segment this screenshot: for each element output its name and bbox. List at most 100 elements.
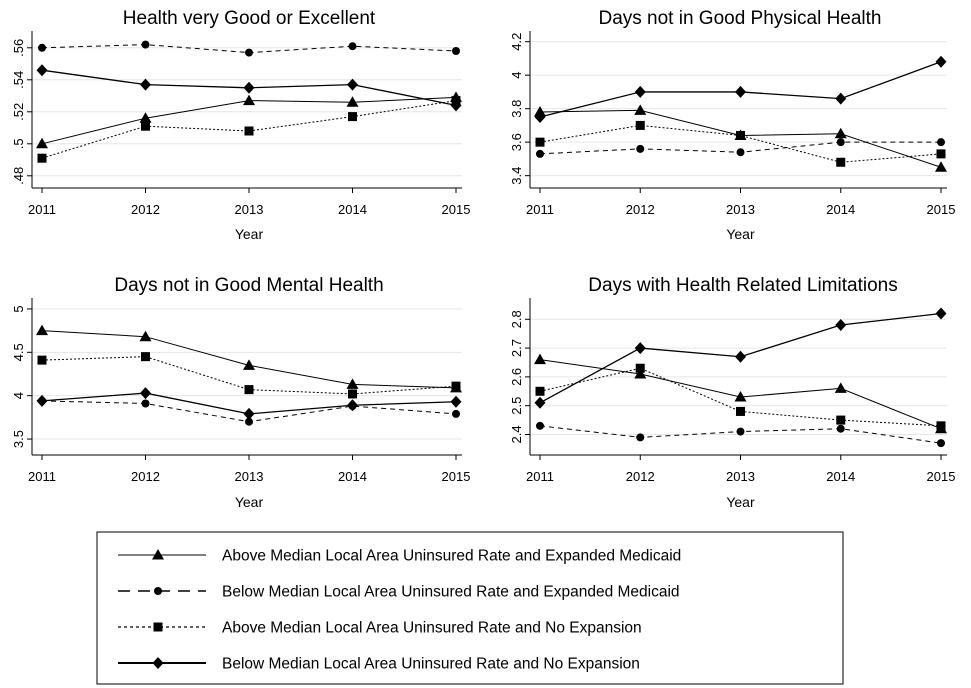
series-2-point	[636, 144, 645, 153]
y-tick-label: .52	[11, 103, 26, 121]
series-4-point	[534, 396, 546, 409]
series-3-point	[936, 149, 946, 159]
x-tick-label: 2012	[131, 469, 160, 484]
series-3-point	[37, 355, 47, 365]
series-3-point	[451, 381, 461, 391]
x-tick-label: 2014	[826, 202, 855, 217]
series-4-point	[36, 64, 48, 77]
series-3-point	[244, 385, 254, 395]
series-3-point	[348, 112, 357, 122]
series-2-point	[38, 43, 46, 52]
x-axis-label: Year	[235, 494, 264, 510]
series-3-point	[348, 389, 357, 399]
series-3-point	[535, 386, 545, 396]
y-tick-label: 2.5	[509, 397, 524, 415]
y-tick-label: 2.4	[509, 425, 524, 443]
y-tick-label: 5	[11, 305, 26, 312]
x-axis-label: Year	[235, 226, 264, 242]
series-4-point	[634, 342, 646, 355]
series-4-point	[534, 111, 546, 124]
series-4-point	[735, 350, 746, 363]
y-tick-label: .48	[11, 167, 26, 185]
series-1-point	[935, 161, 947, 172]
y-tick-label: 3.4	[509, 167, 524, 185]
x-tick-label: 2012	[131, 202, 160, 217]
y-tick-label: 2.8	[509, 310, 524, 328]
series-4-point	[935, 55, 947, 68]
series-2-point	[536, 421, 544, 430]
series-4-point	[450, 395, 462, 408]
series-1-point	[634, 368, 647, 379]
y-tick-label: .56	[11, 39, 26, 57]
series-2-point	[736, 148, 745, 157]
legend-label: Above Median Local Area Uninsured Rate a…	[222, 620, 642, 637]
series-4-point	[735, 85, 746, 98]
chart-panel-4: Days with Health Related Limitations 2.4 2…	[509, 275, 955, 510]
series-1-point	[243, 94, 255, 106]
series-1-point	[36, 137, 48, 149]
series-4-point	[347, 399, 358, 412]
x-tick-label: 2015	[927, 469, 956, 484]
x-tick-label: 2013	[235, 202, 264, 217]
panel-title: Days with Health Related Limitations	[588, 275, 897, 296]
legend-marker-diamond	[152, 657, 164, 669]
x-tick-label: 2013	[726, 202, 755, 217]
series-3-point	[836, 157, 846, 167]
x-tick-label: 2013	[726, 469, 755, 484]
series-3-point	[836, 415, 846, 425]
series-4-point	[243, 81, 255, 94]
x-tick-label: 2011	[526, 202, 554, 217]
series-4-point	[36, 394, 48, 407]
panel-title: Health very Good or Excellent	[123, 8, 376, 29]
x-axis-label: Year	[726, 494, 755, 510]
series-3-point	[141, 121, 150, 131]
series-4-point	[935, 307, 947, 320]
series-1-point	[834, 382, 847, 393]
panel-title: Days not in Good Mental Health	[114, 275, 383, 296]
y-tick-label: 3.8	[509, 100, 524, 118]
x-tick-label: 2011	[28, 469, 56, 484]
series-2-point	[937, 439, 945, 448]
panel-title: Days not in Good Physical Health	[598, 8, 881, 29]
legend-label: Below Median Local Area Uninsured Rate a…	[222, 656, 640, 673]
series-2-point	[245, 417, 253, 426]
series-line-3	[41, 100, 457, 159]
series-2-point	[348, 42, 357, 51]
series-2-point	[452, 409, 460, 418]
x-tick-label: 2014	[338, 469, 367, 484]
series-1-point	[139, 112, 152, 123]
series-1-point	[634, 104, 647, 115]
y-tick-label: 4.5	[11, 343, 26, 361]
y-tick-label: .5	[11, 138, 26, 149]
x-tick-label: 2012	[626, 202, 655, 217]
series-1-point	[534, 353, 546, 365]
series-4-point	[450, 99, 462, 112]
x-tick-label: 2014	[826, 469, 855, 484]
x-tick-label: 2011	[526, 469, 554, 484]
series-4-point	[140, 387, 151, 400]
series-1-point	[346, 96, 359, 107]
series-3-point	[141, 352, 150, 362]
series-4-point	[243, 407, 255, 420]
series-1-point	[346, 378, 359, 389]
x-tick-label: 2011	[28, 202, 56, 217]
x-tick-label: 2012	[626, 469, 655, 484]
series-2-point	[636, 433, 645, 442]
y-tick-label: .54	[11, 71, 26, 89]
chart-panel-2: Days not in Good Physical Health 3.4 3.6 3.…	[509, 8, 955, 242]
x-axis-label: Year	[726, 226, 755, 242]
legend-label: Above Median Local Area Uninsured Rate a…	[222, 548, 681, 565]
legend: Above Median Local Area Uninsured Rate a…	[96, 531, 844, 685]
series-3-point	[936, 421, 946, 431]
series-3-point	[736, 130, 745, 140]
series-3-point	[635, 120, 645, 130]
x-tick-label: 2014	[338, 202, 367, 217]
x-tick-label: 2013	[235, 469, 264, 484]
series-line-1	[41, 330, 457, 389]
chart-panel-1: Health very Good or Excellent .48 .5 .52 .54…	[11, 8, 470, 242]
y-tick-label: 4	[509, 72, 524, 79]
series-3-point	[635, 363, 645, 373]
legend-marker-triangle	[152, 549, 164, 560]
